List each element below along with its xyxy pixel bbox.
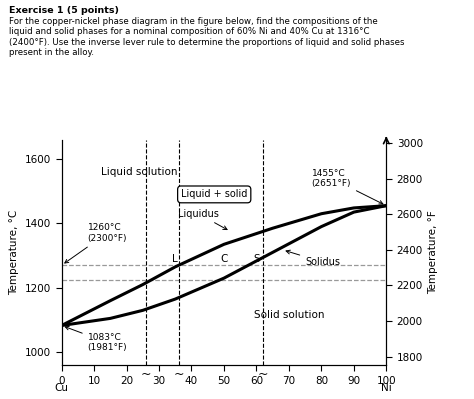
Text: Ni: Ni: [381, 383, 392, 393]
Text: S: S: [253, 254, 260, 264]
Text: 1083°C
(1981°F): 1083°C (1981°F): [65, 326, 127, 352]
Text: Liquid + solid: Liquid + solid: [181, 190, 247, 200]
Text: 1455°C
(2651°F): 1455°C (2651°F): [311, 168, 383, 204]
Text: Solid solution: Solid solution: [254, 310, 324, 320]
Text: Cu: Cu: [55, 383, 69, 393]
Text: 62%: 62%: [0, 398, 1, 399]
Text: Liquid solution: Liquid solution: [100, 167, 177, 177]
Text: ~: ~: [141, 367, 151, 381]
Text: Liquidus: Liquidus: [178, 209, 227, 229]
Y-axis label: Temperature, °F: Temperature, °F: [428, 211, 438, 294]
Text: For the copper-nickel phase diagram in the figure below, find the compositions o: For the copper-nickel phase diagram in t…: [9, 17, 405, 57]
Text: L: L: [173, 254, 178, 264]
Text: 36%: 36%: [0, 398, 1, 399]
Text: 26%: 26%: [0, 398, 1, 399]
Text: ~: ~: [258, 367, 268, 381]
Text: C: C: [220, 254, 228, 264]
Y-axis label: Temperature, °C: Temperature, °C: [9, 210, 19, 295]
Text: 1260°C
(2300°F): 1260°C (2300°F): [65, 223, 127, 263]
Text: ~: ~: [173, 367, 184, 381]
Text: Solidus: Solidus: [286, 250, 340, 267]
Text: Exercise 1 (5 points): Exercise 1 (5 points): [9, 6, 119, 15]
